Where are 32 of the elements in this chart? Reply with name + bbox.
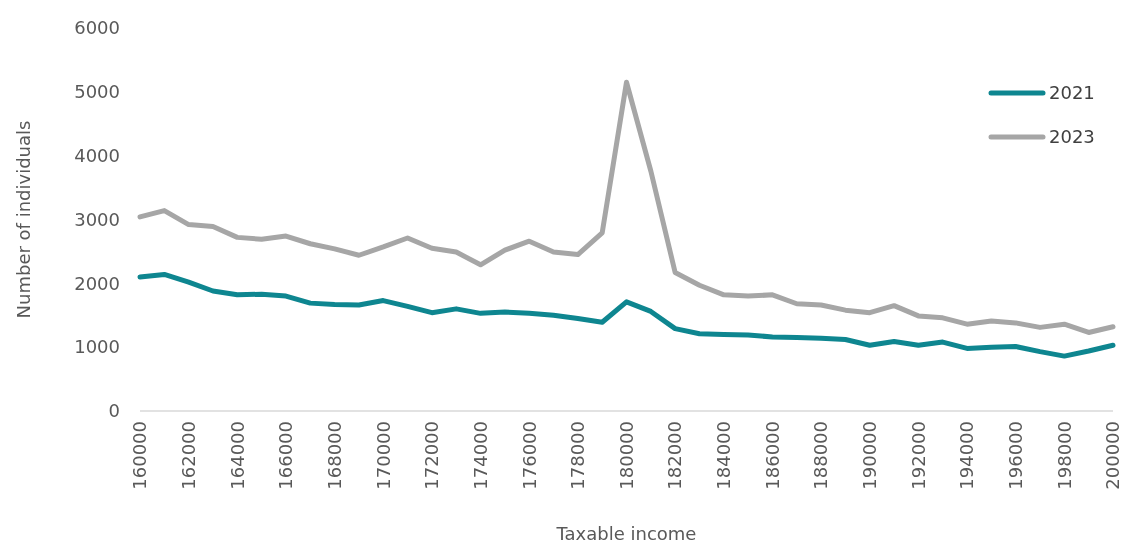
y-tick-label: 1000: [74, 336, 120, 358]
y-tick-label: 0: [108, 400, 120, 422]
y-tick-label: 5000: [74, 81, 120, 103]
x-tick-label: 174000: [469, 421, 491, 490]
x-tick-label: 172000: [421, 421, 443, 490]
y-tick-label: 2000: [74, 272, 120, 294]
x-tick-label: 196000: [1005, 421, 1026, 490]
x-tick-label: 170000: [372, 421, 394, 490]
x-tick-label: 182000: [664, 421, 686, 490]
x-tick-label: 194000: [956, 421, 978, 490]
x-tick-label: 188000: [810, 421, 832, 490]
x-tick-label: 180000: [615, 421, 637, 490]
x-tick-label: 162000: [177, 421, 199, 490]
x-tick-label: 178000: [567, 421, 589, 490]
x-tick-label: 176000: [518, 421, 540, 490]
y-tick-label: 3000: [74, 208, 120, 230]
x-tick-label: 166000: [275, 421, 297, 490]
x-tick-label: 190000: [859, 421, 881, 490]
x-tick-label: 192000: [907, 421, 929, 490]
x-tick-label: 198000: [1053, 421, 1075, 490]
legend-label: 2023: [1049, 126, 1095, 148]
x-tick-label: 168000: [323, 421, 345, 490]
x-axis-title: Taxable income: [555, 523, 697, 544]
y-tick-label: 6000: [74, 17, 120, 39]
x-tick-label: 160000: [129, 421, 151, 490]
x-tick-label: 184000: [713, 421, 735, 490]
y-tick-label: 4000: [74, 144, 120, 166]
y-axis-title: Number of individuals: [13, 120, 34, 319]
x-tick-label: 186000: [761, 421, 783, 490]
x-tick-label: 200000: [1102, 421, 1124, 490]
legend-label: 2021: [1049, 82, 1095, 104]
x-tick-label: 164000: [226, 421, 248, 490]
